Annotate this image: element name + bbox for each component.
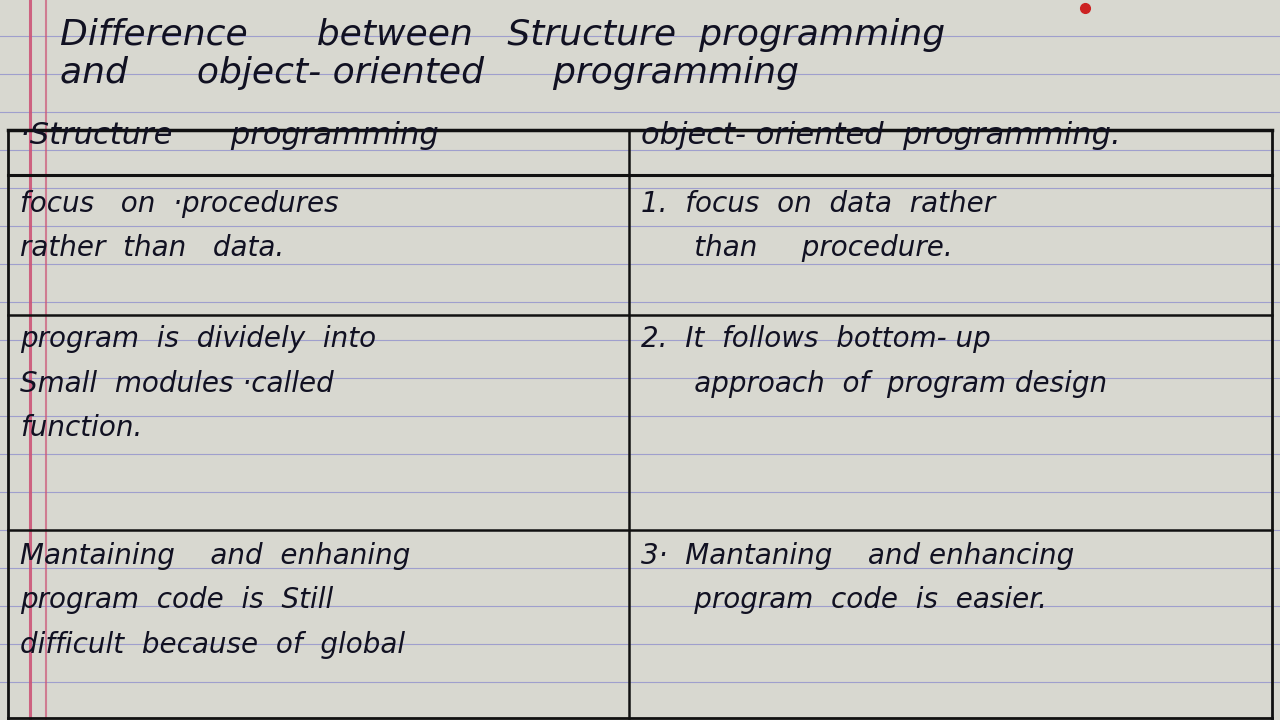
Text: 2.  It  follows  bottom- up
      approach  of  program design: 2. It follows bottom- up approach of pro… bbox=[641, 325, 1107, 397]
Text: focus   on  ·procedures
rather  than   data.: focus on ·procedures rather than data. bbox=[20, 190, 339, 263]
Text: program  is  dividely  into
Small  modules ·called
function.: program is dividely into Small modules ·… bbox=[20, 325, 376, 442]
Text: Difference      between   Structure  programming: Difference between Structure programming bbox=[60, 18, 945, 52]
Text: Mantaining    and  enhaning
program  code  is  Still
difficult  because  of  glo: Mantaining and enhaning program code is … bbox=[20, 542, 411, 659]
Text: 1.  focus  on  data  rather
      than     procedure.: 1. focus on data rather than procedure. bbox=[641, 190, 995, 263]
Text: and      object- oriented      programming: and object- oriented programming bbox=[60, 56, 799, 90]
Text: ·Structure      programming: ·Structure programming bbox=[20, 121, 439, 150]
Text: object- oriented  programming.: object- oriented programming. bbox=[641, 121, 1121, 150]
Text: 3·  Mantaning    and enhancing
      program  code  is  easier.: 3· Mantaning and enhancing program code … bbox=[641, 542, 1074, 614]
